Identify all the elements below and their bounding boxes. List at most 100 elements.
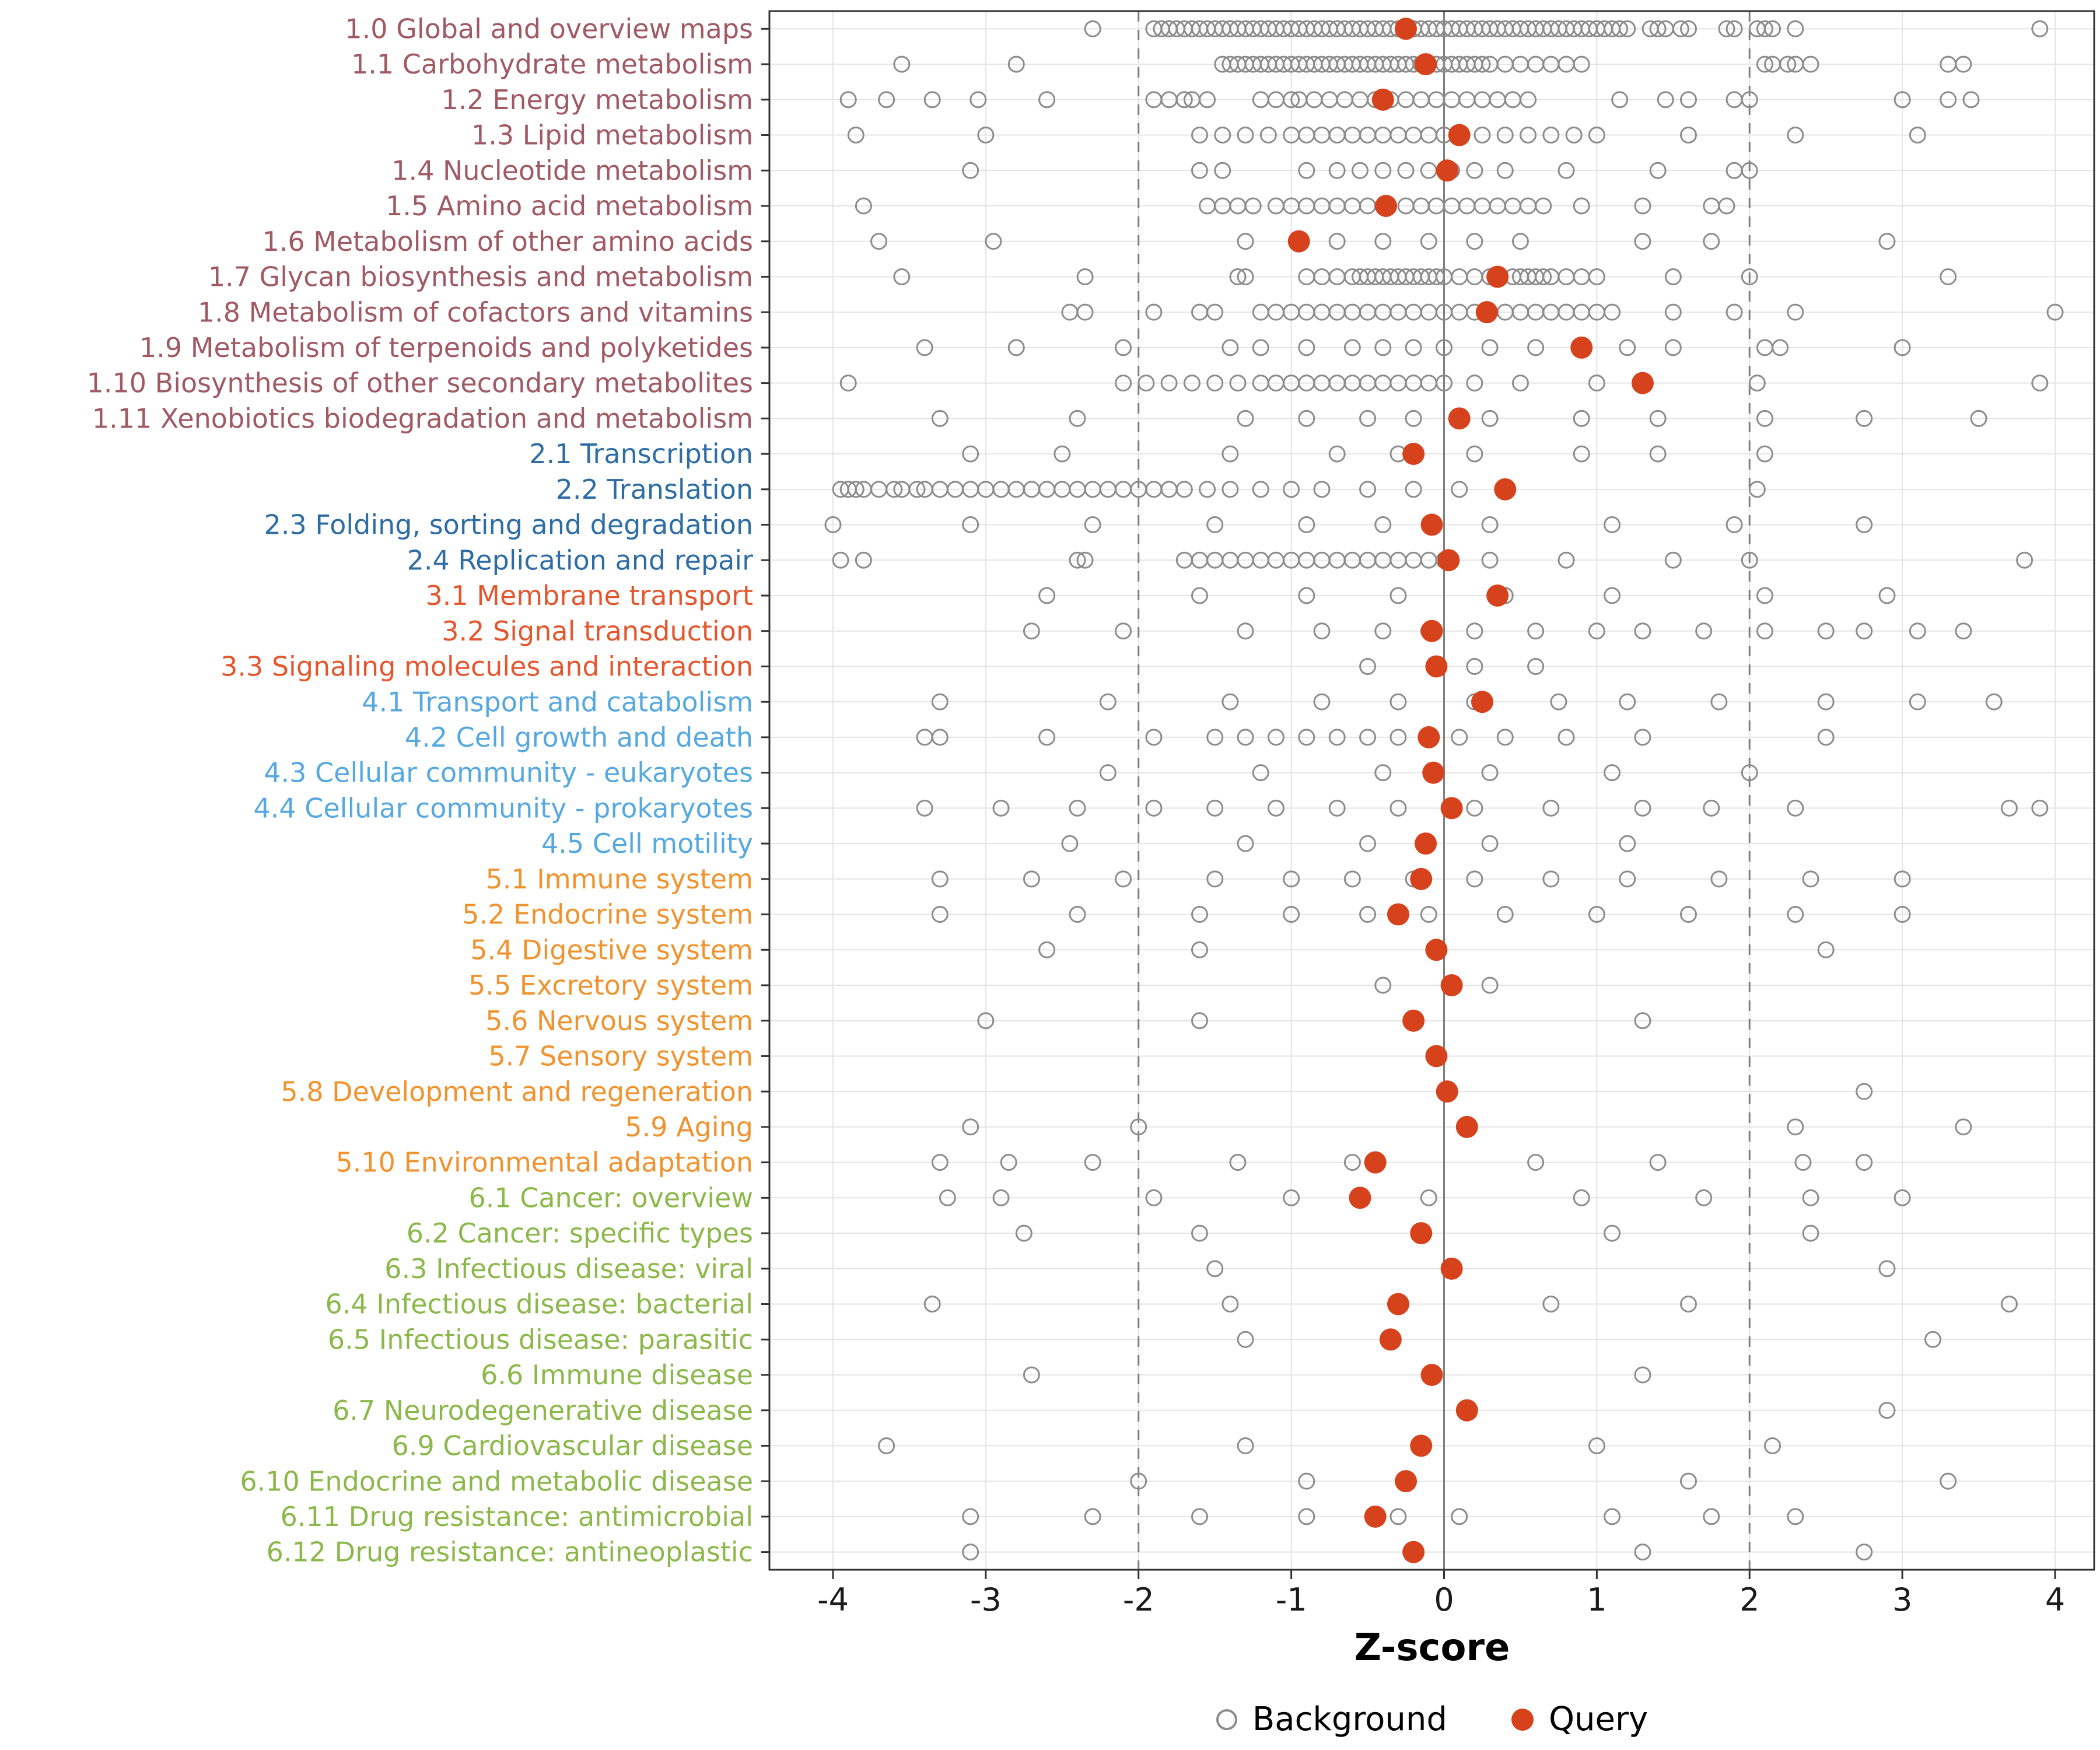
background-point: [1680, 20, 1697, 37]
background-point: [1695, 622, 1713, 640]
category-label: 6.7 Neurodegenerative disease: [332, 1395, 753, 1426]
background-point: [1664, 268, 1682, 285]
background-point: [1436, 339, 1452, 356]
background-point: [1474, 127, 1491, 144]
category-label: 1.9 Metabolism of terpenoids and polyket…: [139, 332, 753, 363]
query-point: [1349, 1186, 1371, 1209]
background-point: [1703, 1508, 1720, 1525]
plot-panel: [769, 11, 2094, 1570]
background-point: [1390, 729, 1407, 746]
background-point: [1206, 1260, 1224, 1278]
query-point: [1364, 1151, 1387, 1174]
category-label: 1.10 Biosynthesis of other secondary met…: [87, 368, 753, 399]
background-point: [824, 516, 842, 534]
background-point: [1229, 374, 1247, 392]
background-point: [1802, 1224, 1819, 1242]
background-point: [1680, 906, 1697, 923]
background-point: [1649, 1154, 1667, 1171]
background-point: [1160, 374, 1178, 392]
category-label: 2.2 Translation: [556, 474, 753, 505]
background-point: [1955, 1118, 1972, 1136]
legend: Background Query: [769, 1700, 2095, 1738]
zscore-dot-plot: 1.0 Global and overview maps 1.1 Carbohyd…: [87, 10, 2095, 1618]
background-point: [1894, 906, 1911, 923]
background-point: [1084, 20, 1101, 37]
background-point: [1787, 1508, 1804, 1525]
background-point: [1069, 799, 1086, 817]
background-point: [1573, 55, 1590, 73]
background-point: [1466, 622, 1483, 640]
data-points: [824, 18, 2064, 1563]
background-point: [1909, 127, 1926, 144]
background-point: [1420, 1189, 1437, 1206]
background-point: [923, 91, 941, 108]
background-point: [1405, 339, 1422, 356]
category-label: 6.5 Infectious disease: parasitic: [328, 1324, 753, 1355]
background-point: [962, 162, 979, 179]
background-point: [1787, 127, 1804, 144]
background-point: [1511, 233, 1529, 250]
background-point: [1191, 1224, 1208, 1242]
background-point: [992, 799, 1010, 817]
x-tick-label: 2: [1740, 1581, 1759, 1618]
background-point: [1267, 799, 1284, 817]
query-point-icon: [1511, 1708, 1534, 1731]
grid-lines: [769, 11, 2094, 1570]
background-point: [847, 481, 864, 498]
background-point: [1535, 197, 1552, 215]
background-point: [1145, 799, 1163, 817]
background-point: [1359, 481, 1377, 498]
background-point: [1680, 1472, 1697, 1490]
background-point: [2031, 799, 2049, 817]
background-point: [1237, 1331, 1254, 1348]
background-point: [1191, 1012, 1208, 1030]
category-label: 5.10 Environmental adaptation: [336, 1147, 753, 1178]
background-point: [1038, 729, 1056, 746]
background-point: [1206, 870, 1224, 888]
legend-item-query: Query: [1511, 1700, 1648, 1738]
category-label: 3.3 Signaling molecules and interaction: [220, 651, 753, 682]
background-point: [1038, 91, 1056, 108]
background-point: [1191, 941, 1208, 958]
background-point: [1343, 339, 1361, 356]
background-point: [1817, 941, 1835, 958]
background-point: [1214, 127, 1231, 144]
background-point: [1787, 906, 1804, 923]
query-point: [1420, 1364, 1443, 1386]
category-label: 1.11 Xenobiotics biodegradation and meta…: [92, 402, 753, 434]
background-point: [1351, 162, 1368, 179]
x-tick-label: 4: [2045, 1581, 2065, 1618]
background-point: [1466, 233, 1483, 250]
background-point: [1405, 481, 1422, 498]
background-point: [1397, 162, 1415, 179]
query-point: [1402, 1009, 1425, 1032]
background-point: [1237, 729, 1254, 746]
background-point: [1466, 657, 1483, 675]
category-label: 1.0 Global and overview maps: [345, 13, 753, 44]
background-point: [1588, 622, 1605, 640]
background-point: [1787, 1118, 1804, 1136]
background-point: [1619, 20, 1636, 37]
background-point: [1466, 799, 1483, 817]
background-point: [1145, 303, 1163, 321]
x-tick-label: 0: [1434, 1581, 1454, 1618]
background-point: [1175, 481, 1193, 498]
background-point: [1244, 197, 1262, 215]
background-point: [1764, 1437, 1782, 1454]
background-point: [1252, 339, 1269, 356]
x-tick-label: -4: [817, 1581, 849, 1618]
background-point: [1649, 410, 1667, 427]
query-point: [1418, 726, 1440, 748]
background-point: [1588, 906, 1605, 923]
background-point: [1206, 729, 1224, 746]
background-point: [1558, 162, 1575, 179]
background-point: [1466, 374, 1483, 392]
background-point: [1634, 1012, 1651, 1030]
background-point: [855, 551, 872, 569]
background-point: [1298, 516, 1315, 534]
background-point: [1756, 55, 1773, 73]
background-point: [1756, 622, 1773, 640]
background-point: [931, 906, 949, 923]
background-point: [878, 91, 895, 108]
background-point: [1878, 587, 1896, 604]
